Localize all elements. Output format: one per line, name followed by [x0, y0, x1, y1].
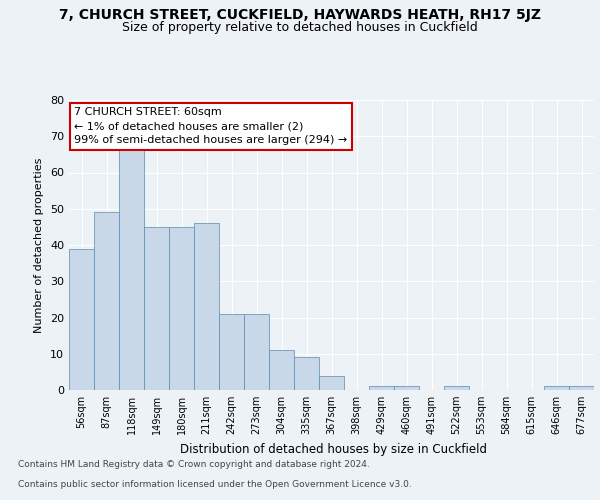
Text: Size of property relative to detached houses in Cuckfield: Size of property relative to detached ho… [122, 21, 478, 34]
Text: Contains HM Land Registry data © Crown copyright and database right 2024.: Contains HM Land Registry data © Crown c… [18, 460, 370, 469]
Bar [94, 212, 119, 390]
Text: Contains public sector information licensed under the Open Government Licence v3: Contains public sector information licen… [18, 480, 412, 489]
Bar [444, 386, 469, 390]
Bar [169, 227, 194, 390]
Bar [544, 386, 569, 390]
Bar [394, 386, 419, 390]
Bar [244, 314, 269, 390]
Y-axis label: Number of detached properties: Number of detached properties [34, 158, 44, 332]
Bar [269, 350, 294, 390]
Bar [294, 358, 319, 390]
Text: Distribution of detached houses by size in Cuckfield: Distribution of detached houses by size … [179, 442, 487, 456]
Text: 7 CHURCH STREET: 60sqm
← 1% of detached houses are smaller (2)
99% of semi-detac: 7 CHURCH STREET: 60sqm ← 1% of detached … [74, 108, 347, 146]
Bar [69, 248, 94, 390]
Bar [144, 227, 169, 390]
Bar [569, 386, 594, 390]
Bar [119, 147, 144, 390]
Bar [194, 223, 219, 390]
Bar [369, 386, 394, 390]
Bar [319, 376, 344, 390]
Bar [219, 314, 244, 390]
Text: 7, CHURCH STREET, CUCKFIELD, HAYWARDS HEATH, RH17 5JZ: 7, CHURCH STREET, CUCKFIELD, HAYWARDS HE… [59, 8, 541, 22]
